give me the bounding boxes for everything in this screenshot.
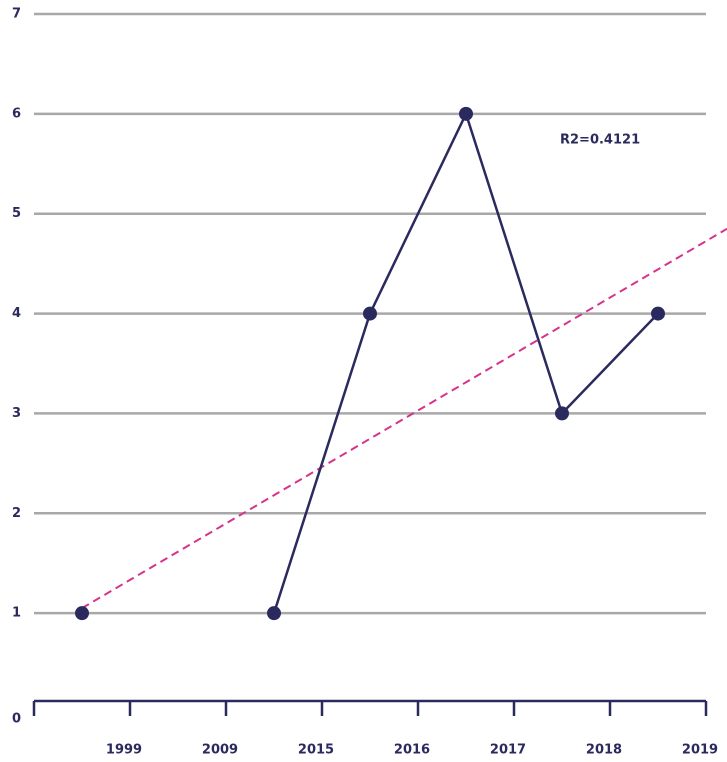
point <box>651 306 665 321</box>
x-tick-label: 2016 <box>394 743 430 758</box>
x-tick-label: 2015 <box>298 743 334 758</box>
annotation: R2=0.4121 <box>560 133 640 148</box>
point <box>75 606 89 621</box>
y-tick-label: 7 <box>12 7 21 22</box>
x-tick-label: 2018 <box>586 743 622 758</box>
x-tick-label: 2019 <box>682 743 718 758</box>
y-tick-label: 6 <box>12 106 21 121</box>
y-tick-label: 0 <box>12 712 21 727</box>
point <box>363 306 377 321</box>
y-tick-label: 4 <box>12 306 21 321</box>
y-tick-label: 2 <box>12 506 21 521</box>
line <box>272 110 659 614</box>
y-tick-label: 3 <box>12 406 21 421</box>
point <box>267 606 281 621</box>
y-tick-label: 5 <box>12 206 21 221</box>
x-tick-label: 2017 <box>490 743 526 758</box>
trendline <box>81 227 727 610</box>
x-tick-label: 1999 <box>106 743 142 758</box>
y-tick-label: 1 <box>12 606 21 621</box>
point <box>459 106 473 121</box>
point <box>555 406 569 421</box>
x-tick-label: 2009 <box>202 743 238 758</box>
